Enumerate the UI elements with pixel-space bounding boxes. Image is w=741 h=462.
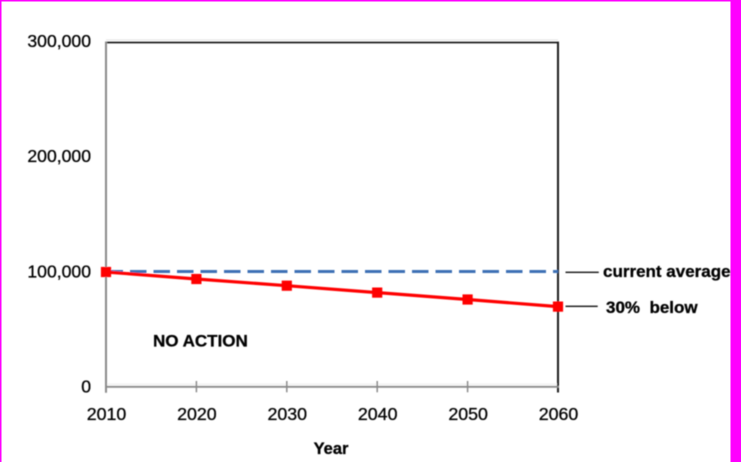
svg-text:2010: 2010 — [87, 404, 127, 424]
svg-text:current average: current average — [603, 262, 731, 281]
svg-text:2060: 2060 — [539, 404, 579, 424]
svg-text:300,000: 300,000 — [27, 31, 91, 51]
svg-text:2020: 2020 — [177, 404, 217, 424]
svg-text:NO ACTION: NO ACTION — [153, 332, 248, 351]
svg-text:0: 0 — [81, 377, 91, 397]
svg-text:100,000: 100,000 — [27, 262, 91, 282]
svg-text:200,000: 200,000 — [27, 146, 91, 166]
svg-text:Year: Year — [314, 440, 349, 458]
svg-text:2040: 2040 — [358, 404, 398, 424]
svg-text:2030: 2030 — [268, 404, 308, 424]
svg-text:2050: 2050 — [448, 404, 488, 424]
svg-text:30% below: 30% below — [606, 298, 698, 317]
